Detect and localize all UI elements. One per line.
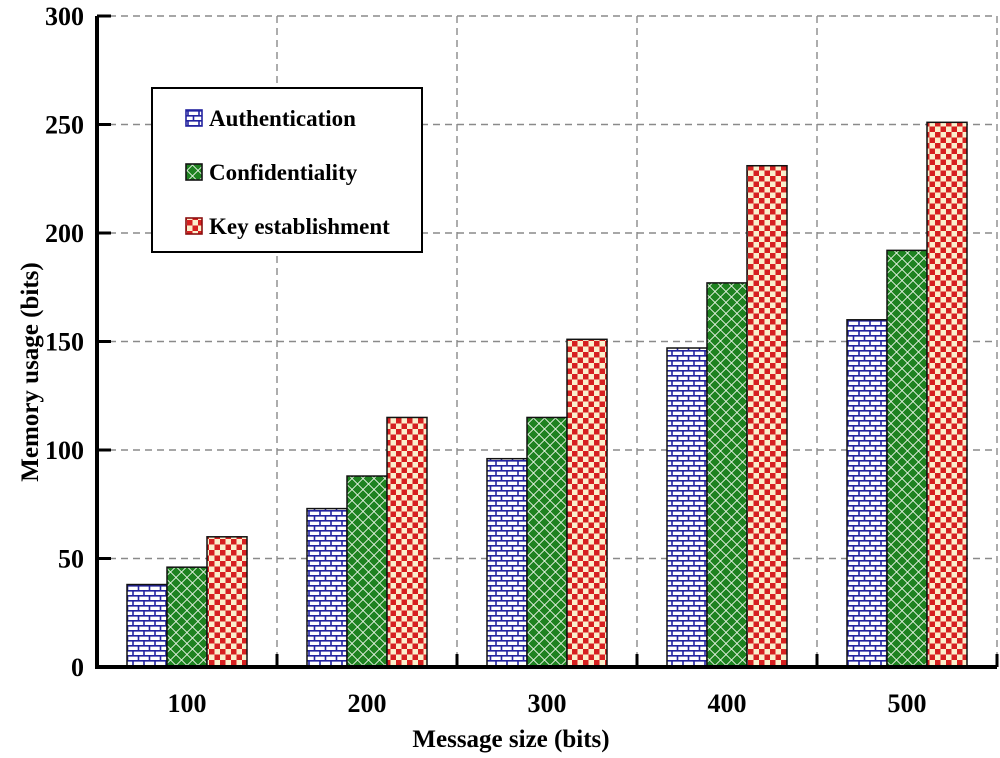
bar-authentication-300 [486, 457, 528, 668]
y-axis-title: Memory usage (bits) [17, 262, 44, 481]
legend-label: Key establishment [209, 214, 390, 239]
bar-authentication-500 [846, 319, 888, 668]
x-tick-label-200: 200 [348, 689, 387, 718]
bar-key-establishment-400 [746, 164, 788, 668]
bar-key-establishment-500 [926, 121, 968, 668]
legend-swatch-brick [185, 109, 203, 127]
legend-entry-authentication: Authentication [185, 106, 356, 131]
x-tick-label-500: 500 [888, 689, 927, 718]
bar-confidentiality-300 [526, 416, 568, 668]
bar-authentication-100 [126, 583, 168, 668]
y-tick-label-150: 150 [45, 328, 84, 357]
y-tick-label-0: 0 [71, 653, 84, 682]
tick-marks [97, 14, 999, 667]
x-axis-title: Message size (bits) [412, 726, 609, 753]
y-tick-label-250: 250 [45, 111, 84, 140]
bar-confidentiality-100 [166, 566, 208, 668]
x-tick-label-400: 400 [708, 689, 747, 718]
y-tick-label-50: 50 [58, 545, 84, 574]
y-tick-label-300: 300 [45, 2, 84, 31]
bars [126, 121, 968, 668]
legend-swatch-checker [185, 217, 203, 235]
bar-confidentiality-500 [886, 249, 928, 668]
bar-key-establishment-300 [566, 338, 608, 668]
bar-confidentiality-400 [706, 282, 748, 668]
bar-confidentiality-200 [346, 475, 388, 668]
bar-authentication-400 [666, 347, 708, 668]
y-tick-label-100: 100 [45, 436, 84, 465]
legend: Authentication Confidentiality Key establi… [151, 87, 423, 253]
legend-entry-confidentiality: Confidentiality [185, 160, 358, 185]
bar-key-establishment-100 [206, 536, 248, 668]
legend-label: Authentication [209, 106, 356, 131]
bar-key-establishment-200 [386, 416, 428, 668]
x-tick-label-300: 300 [528, 689, 567, 718]
y-tick-label-200: 200 [45, 219, 84, 248]
x-tick-label-100: 100 [168, 689, 207, 718]
legend-entry-key-establishment: Key establishment [185, 214, 390, 239]
legend-swatch-diamond [185, 163, 203, 181]
bar-authentication-200 [306, 507, 348, 668]
legend-label: Confidentiality [209, 160, 358, 185]
